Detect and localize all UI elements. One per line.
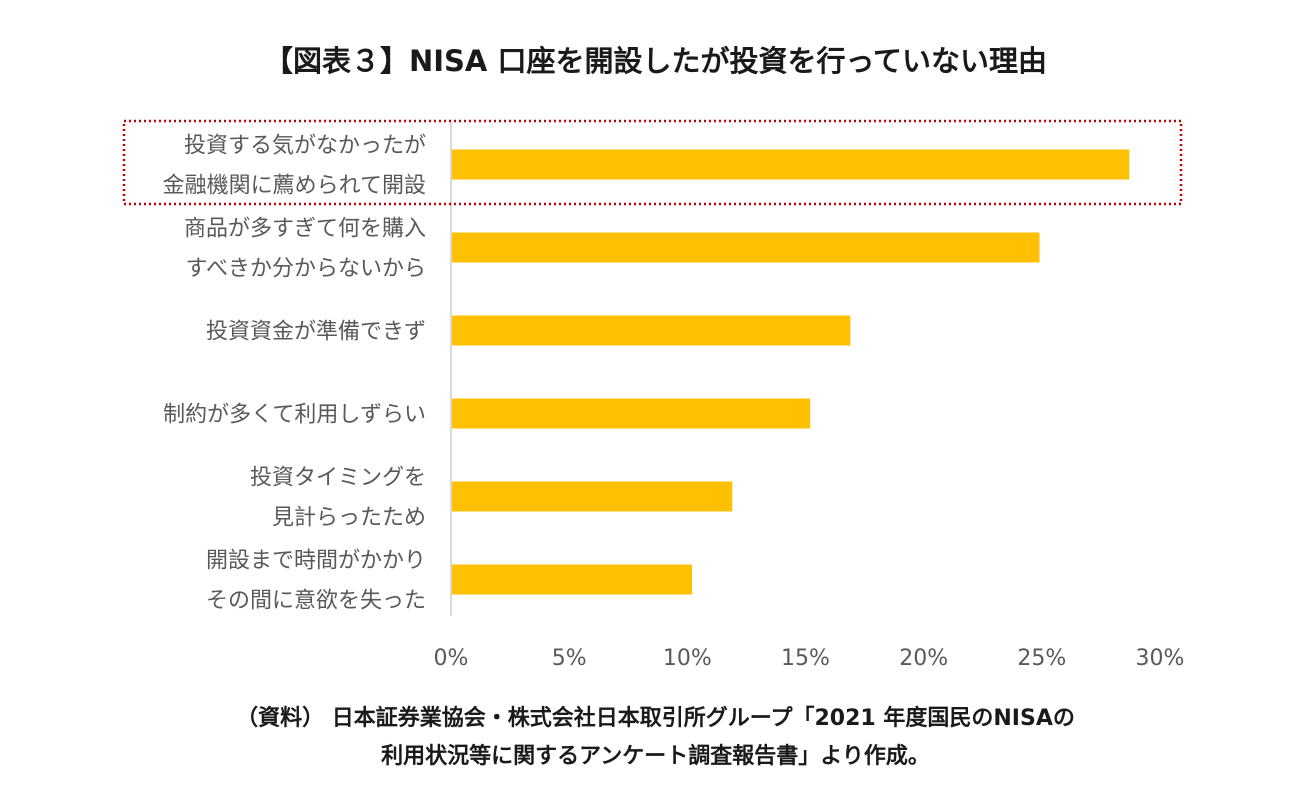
- category-label-1-0: 商品が多すぎて何を購入: [184, 217, 426, 242]
- category-label-2-0: 投資資金が準備できず: [206, 320, 426, 345]
- x-tick-label-6: 30%: [1136, 646, 1185, 671]
- category-label-1-1: すべきか分からないから: [186, 257, 426, 282]
- bar-1: [452, 232, 1040, 263]
- x-tick-label-3: 15%: [781, 646, 830, 671]
- bar-chart: 投資する気がなかったが金融機関に薦められて開設商品が多すぎて何を購入すべきか分か…: [122, 119, 1185, 671]
- category-label-0-0: 投資する気がなかったが: [184, 134, 426, 159]
- x-tick-label-2: 10%: [663, 646, 712, 671]
- x-tick-label-4: 20%: [899, 646, 948, 671]
- bar-4: [452, 481, 733, 512]
- source-note-line-1: （資料） 日本証券業協会・株式会社日本取引所グループ「2021 年度国民のNIS…: [236, 706, 1075, 731]
- bar-2: [452, 315, 851, 346]
- category-label-0-1: 金融機関に薦められて開設: [163, 174, 426, 199]
- category-label-5-1: その間に意欲を失った: [206, 589, 426, 614]
- category-label-5-0: 開設まで時間がかかり: [206, 549, 426, 574]
- bar-3: [452, 398, 811, 429]
- category-label-4-0: 投資タイミングを: [250, 466, 426, 491]
- bar-5: [452, 564, 693, 595]
- x-tick-label-1: 5%: [552, 646, 587, 671]
- chart-title: 【図表３】NISA 口座を開設したが投資を行っていない理由: [263, 44, 1048, 78]
- bar-0: [452, 149, 1130, 180]
- category-label-4-1: 見計らったため: [272, 506, 426, 531]
- x-tick-label-0: 0%: [434, 646, 469, 671]
- source-note-line-2: 利用状況等に関するアンケート調査報告書」より作成。: [381, 744, 930, 769]
- x-tick-label-5: 25%: [1017, 646, 1066, 671]
- category-label-3-0: 制約が多くて利用しずらい: [163, 403, 426, 428]
